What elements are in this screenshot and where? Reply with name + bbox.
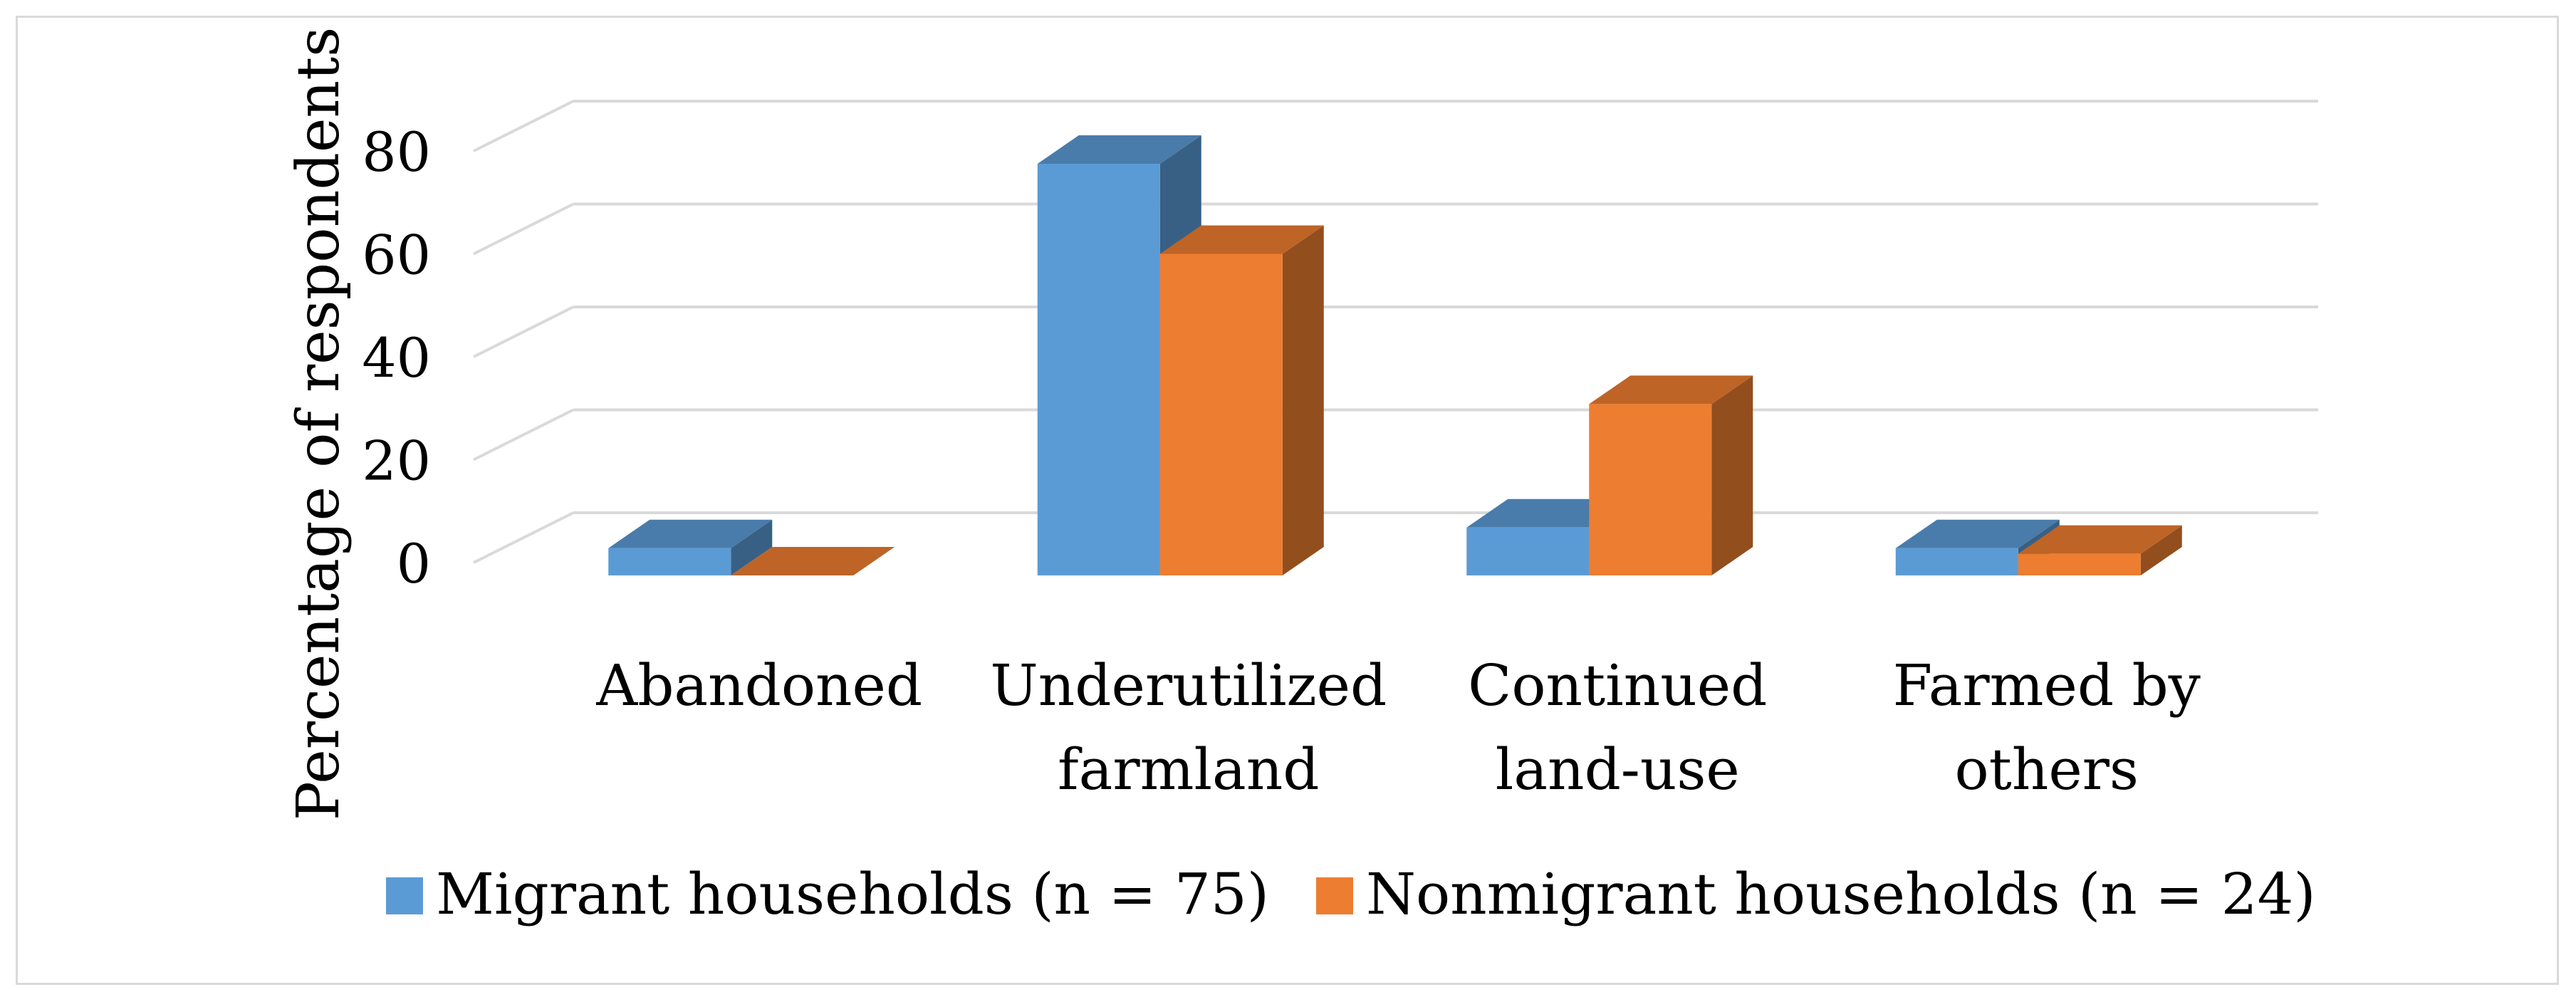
bar-front xyxy=(1159,254,1283,575)
bar-top xyxy=(731,547,895,575)
bar-side xyxy=(1711,375,1753,575)
legend-swatch xyxy=(1316,877,1353,914)
legend-item: Nonmigrant households (n = 24) xyxy=(1316,861,2316,927)
bar-front xyxy=(608,548,731,575)
bar-top xyxy=(1159,225,1324,254)
legend-label: Migrant households (n = 75) xyxy=(436,861,1269,927)
bar xyxy=(1159,225,1324,575)
y-tick-label: 20 xyxy=(362,429,431,493)
bar xyxy=(1589,375,1753,575)
bar-top xyxy=(1037,135,1201,164)
bar-front xyxy=(1895,548,2018,575)
x-tick-label: Continued xyxy=(1468,652,1767,719)
bar-top xyxy=(608,519,773,548)
y-tick-label: 60 xyxy=(362,224,431,287)
y-axis-ticks: 0 20 40 60 80 xyxy=(362,120,431,595)
bar xyxy=(731,547,895,575)
bar-front xyxy=(2018,553,2141,575)
x-tick-label: land-use xyxy=(1496,736,1740,803)
legend-swatch xyxy=(386,877,423,914)
y-tick-label: 0 xyxy=(397,532,431,595)
bar-top xyxy=(1589,375,1753,405)
gridline-side xyxy=(473,100,574,152)
x-tick-label: Underutilized xyxy=(990,652,1387,719)
bar-top xyxy=(2018,525,2182,554)
legend: Migrant households (n = 75) Nonmigrant ho… xyxy=(386,861,2316,927)
x-axis-labels: Abandoned Underutilized farmland Continued l… xyxy=(595,652,2200,803)
y-tick-label: 40 xyxy=(362,326,431,390)
gridline-side xyxy=(473,306,574,358)
y-axis-title: Percentage of respondents xyxy=(285,27,353,821)
bar-front xyxy=(1037,164,1160,575)
bar-front xyxy=(1466,527,1590,575)
bar-side xyxy=(731,519,773,575)
chart-frame: 0 20 40 60 80 Abandoned Underutilized farmland… xyxy=(16,16,2559,985)
x-tick-label: Farmed by xyxy=(1893,652,2201,719)
legend-label: Nonmigrant households (n = 24) xyxy=(1366,861,2316,927)
gridlines xyxy=(473,100,2318,564)
bar xyxy=(2018,525,2182,575)
x-tick-label: farmland xyxy=(1058,736,1319,803)
bar-front xyxy=(1589,404,1712,575)
gridline-side xyxy=(473,202,574,256)
bar-top xyxy=(1895,519,2060,548)
x-tick-label: others xyxy=(1955,736,2139,803)
gridline-side xyxy=(473,511,574,564)
y-tick-label: 80 xyxy=(362,120,431,184)
legend-item: Migrant households (n = 75) xyxy=(386,861,1269,927)
x-tick-label: Abandoned xyxy=(595,652,922,719)
bar xyxy=(608,519,773,575)
bar-side xyxy=(1282,225,1324,575)
bar-chart: 0 20 40 60 80 Abandoned Underutilized farmland… xyxy=(285,27,2318,927)
bar-side xyxy=(2140,525,2182,575)
gridline-side xyxy=(473,408,574,461)
bars xyxy=(608,135,2182,575)
